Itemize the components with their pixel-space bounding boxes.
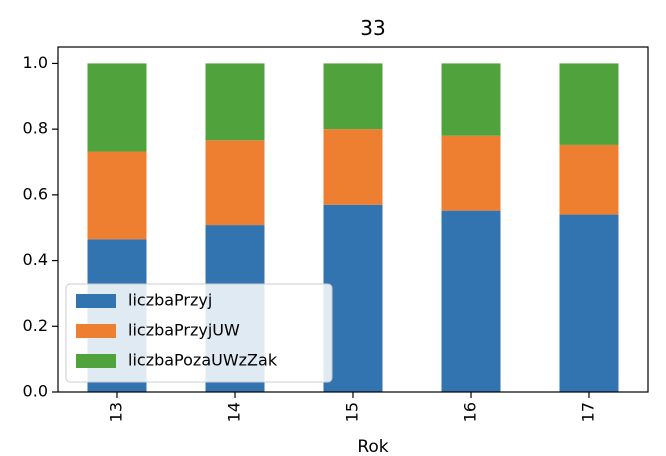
- bar-17-series-0: [559, 214, 619, 392]
- legend: liczbaPrzyj liczbaPrzyjUW liczbaPozaUWzZak: [65, 283, 333, 383]
- legend-label-0: liczbaPrzyj: [128, 291, 212, 310]
- y-axis: 0.0 0.2 0.4 0.6 0.8 1.0: [23, 53, 58, 401]
- y-tick-label-4: 0.8: [23, 119, 48, 138]
- legend-swatch-0: [76, 294, 116, 308]
- bars-group: [87, 63, 619, 392]
- x-tick-label-13: 13: [107, 402, 126, 422]
- bar-14-series-2: [205, 63, 265, 141]
- legend-swatch-1: [76, 324, 116, 338]
- x-tick-label-15: 15: [343, 402, 362, 422]
- bar-13-series-1: [87, 151, 147, 240]
- bar-17-series-1: [559, 144, 619, 215]
- x-tick-label-17: 17: [579, 402, 598, 422]
- y-tick-label-2: 0.4: [23, 250, 48, 269]
- bar-15-series-2: [323, 63, 383, 130]
- y-tick-label-5: 1.0: [23, 53, 48, 72]
- bar-15-series-0: [323, 204, 383, 392]
- bar-13-series-2: [87, 63, 147, 152]
- y-tick-label-3: 0.6: [23, 184, 48, 203]
- bar-15-series-1: [323, 129, 383, 205]
- x-tick-label-14: 14: [225, 402, 244, 422]
- bar-17-series-2: [559, 63, 619, 145]
- y-tick-label-1: 0.2: [23, 316, 48, 335]
- legend-swatch-2: [76, 354, 116, 368]
- x-tick-label-16: 16: [461, 402, 480, 422]
- legend-label-1: liczbaPrzyjUW: [128, 321, 240, 340]
- chart-title: 33: [360, 16, 385, 40]
- x-axis-label: Rok: [357, 437, 388, 456]
- x-axis: 13 14 15 16 17: [107, 392, 598, 422]
- bar-16-series-0: [441, 210, 501, 392]
- bar-16-series-1: [441, 135, 501, 211]
- legend-label-2: liczbaPozaUWzZak: [128, 351, 278, 370]
- legend-box: [65, 283, 333, 383]
- y-tick-label-0: 0.0: [23, 382, 48, 401]
- bar-14-series-1: [205, 140, 265, 226]
- bar-16-series-2: [441, 63, 501, 136]
